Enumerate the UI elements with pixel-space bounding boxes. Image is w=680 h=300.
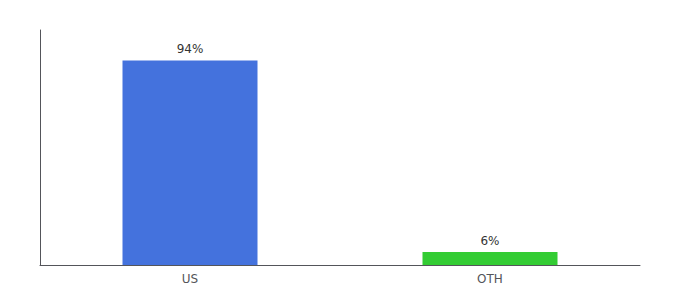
svg-text:6%: 6% [480, 234, 499, 248]
svg-text:US: US [182, 272, 198, 286]
svg-text:OTH: OTH [477, 272, 503, 286]
svg-text:94%: 94% [177, 42, 204, 56]
